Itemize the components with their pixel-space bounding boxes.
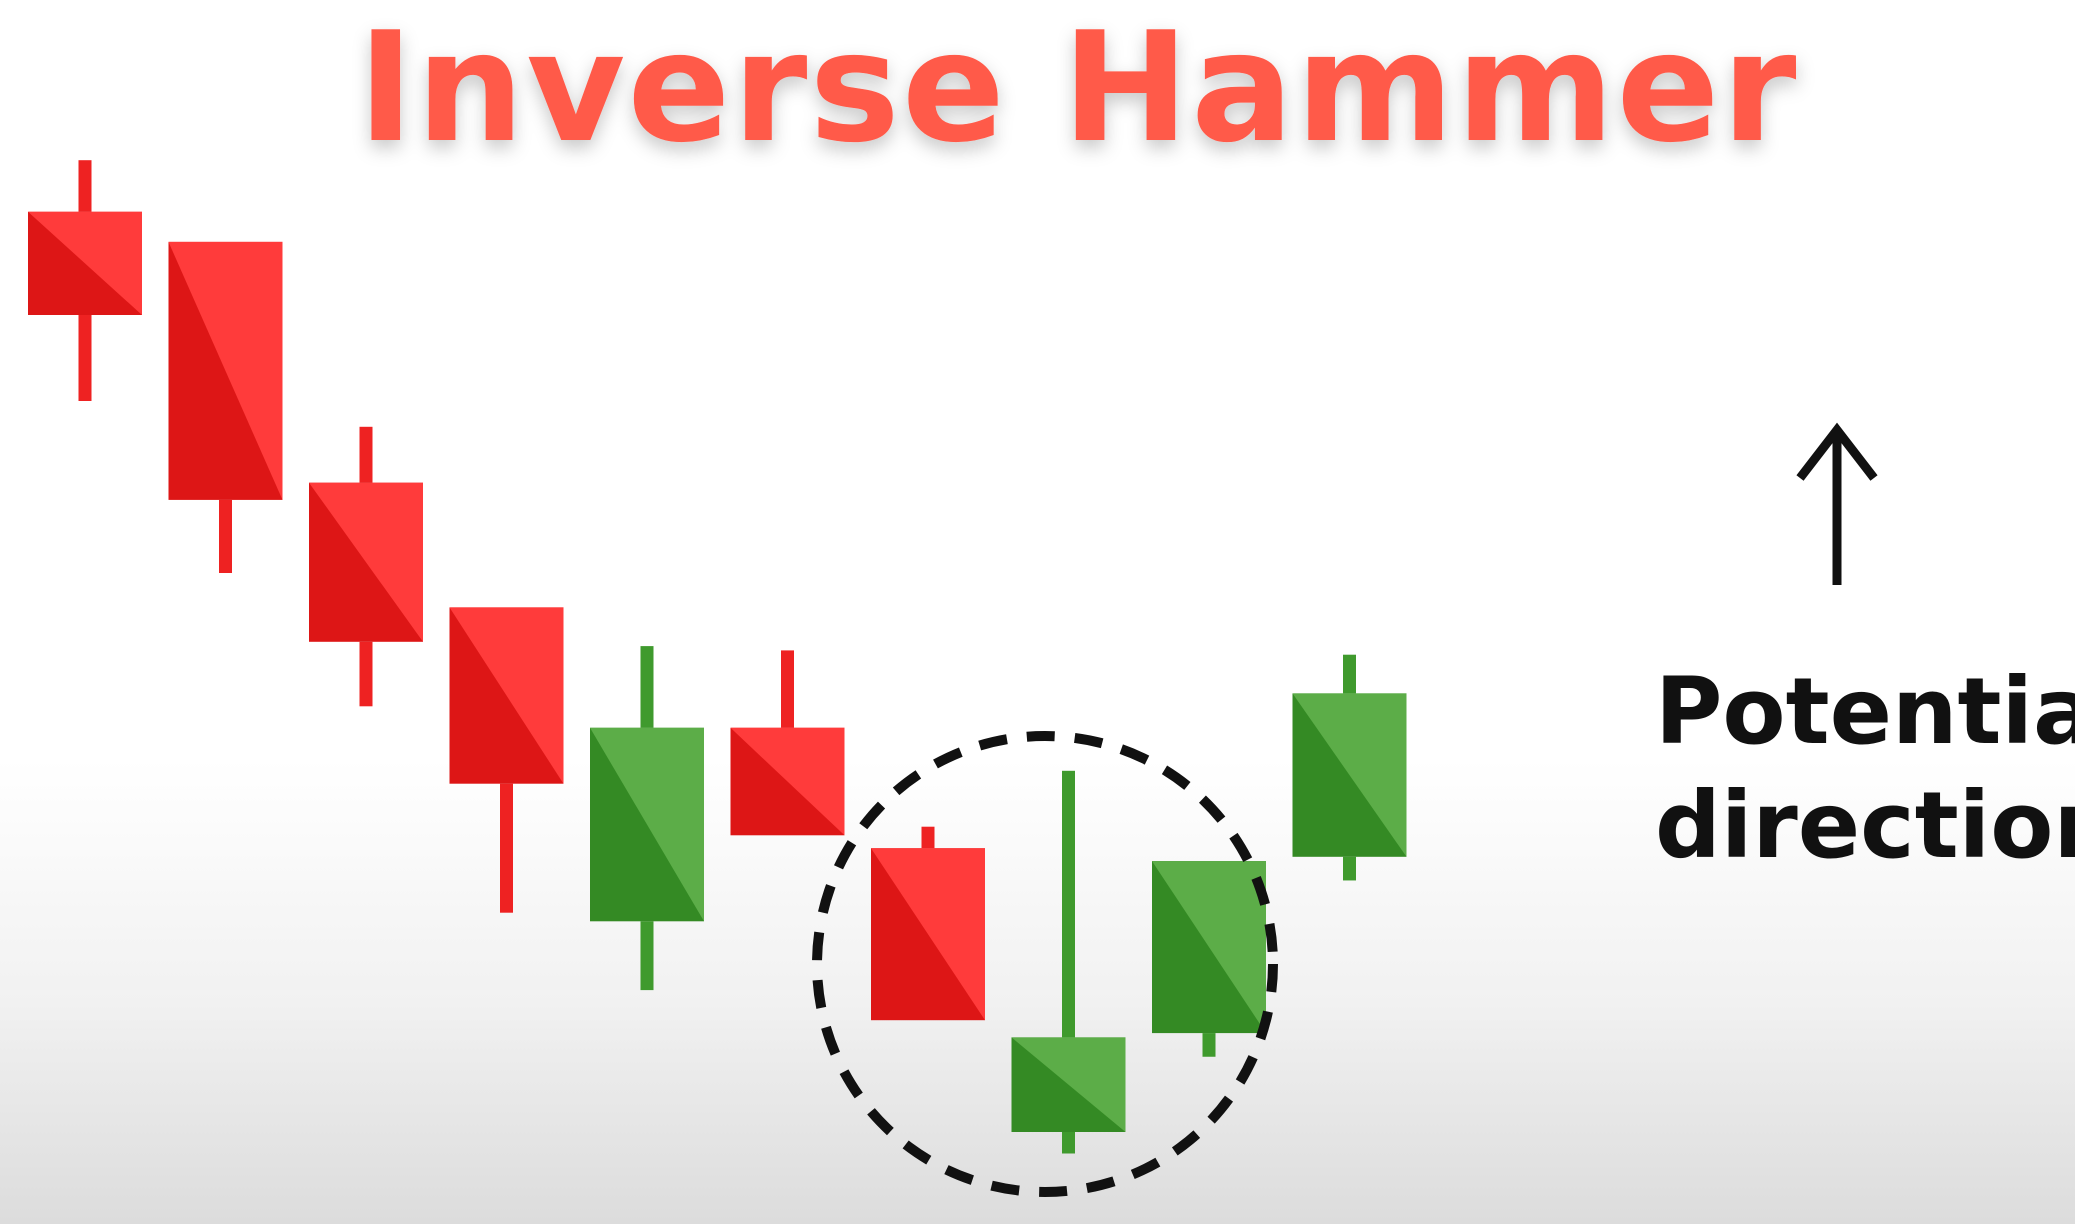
candle-10-upper-wick <box>1343 654 1356 694</box>
candle-2-body-highlight <box>168 241 283 500</box>
chart-title: Inverse Hammer <box>358 0 1799 176</box>
candle-7-upper-wick <box>921 826 935 849</box>
candle-1 <box>28 160 142 401</box>
candle-1-lower-wick <box>78 315 92 401</box>
candle-8-body-highlight <box>1011 1037 1126 1132</box>
candle-6 <box>730 650 845 836</box>
candle-4-lower-wick <box>500 783 513 913</box>
candle-4 <box>449 607 564 913</box>
candle-5-body-highlight <box>590 727 704 922</box>
candle-5-lower-wick <box>640 921 654 991</box>
candle-1-body-highlight <box>28 211 142 315</box>
candle-6-body-highlight <box>730 727 845 836</box>
annotation-line-1: Potential <box>1655 658 2075 765</box>
candle-7 <box>871 826 985 1021</box>
up-arrow-icon <box>1796 422 1878 585</box>
candle-2 <box>168 241 283 573</box>
candle-9 <box>1152 861 1266 1057</box>
candle-7-body-highlight <box>871 848 985 1021</box>
candle-3-body-highlight <box>309 482 423 642</box>
candle-8 <box>1011 770 1126 1154</box>
candle-1-upper-wick <box>78 160 92 212</box>
candle-9-body-highlight <box>1152 861 1266 1034</box>
candle-3 <box>309 426 423 707</box>
candle-3-lower-wick <box>359 641 373 707</box>
candles-group <box>28 160 1407 1154</box>
candle-4-body-highlight <box>449 607 564 784</box>
highlight-dashed-circle <box>812 731 1278 1197</box>
candle-9-lower-wick <box>1202 1033 1216 1057</box>
annotation-line-2: direction <box>1655 772 2075 879</box>
candle-8-upper-wick <box>1062 770 1075 1038</box>
candle-10-body-highlight <box>1292 693 1407 857</box>
candle-8-lower-wick <box>1062 1132 1075 1154</box>
candle-10-lower-wick <box>1343 856 1356 881</box>
candle-10 <box>1292 654 1407 881</box>
candle-3-upper-wick <box>359 426 373 483</box>
candle-2-lower-wick <box>219 499 232 573</box>
candle-5 <box>590 646 704 991</box>
candle-6-upper-wick <box>781 650 794 728</box>
candle-5-upper-wick <box>640 646 654 728</box>
